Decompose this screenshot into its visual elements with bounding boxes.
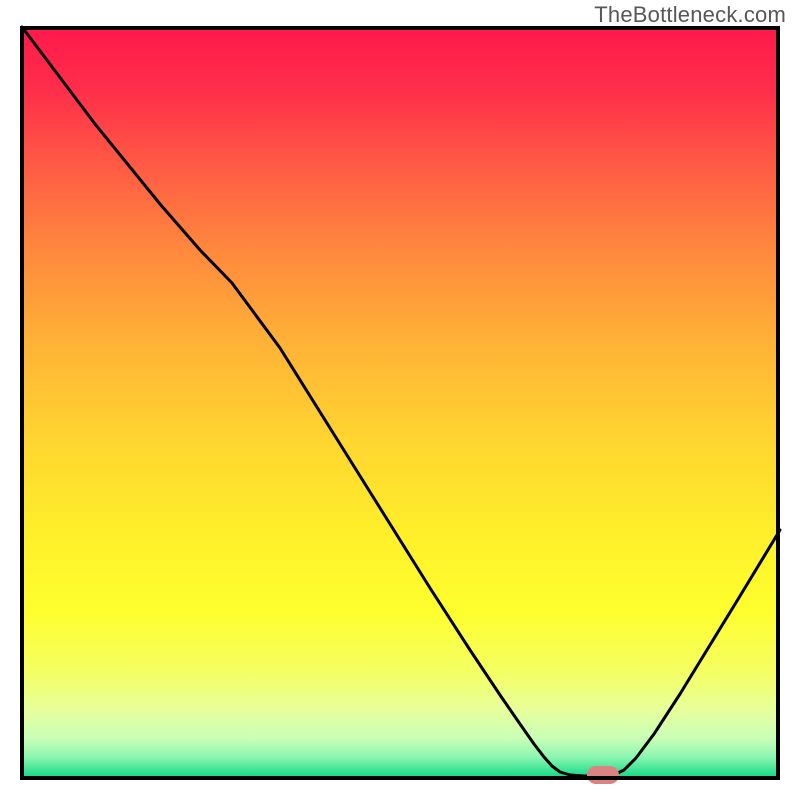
watermark-text: TheBottleneck.com	[594, 2, 786, 28]
chart-background-gradient	[24, 30, 776, 776]
optimum-marker	[587, 766, 619, 784]
